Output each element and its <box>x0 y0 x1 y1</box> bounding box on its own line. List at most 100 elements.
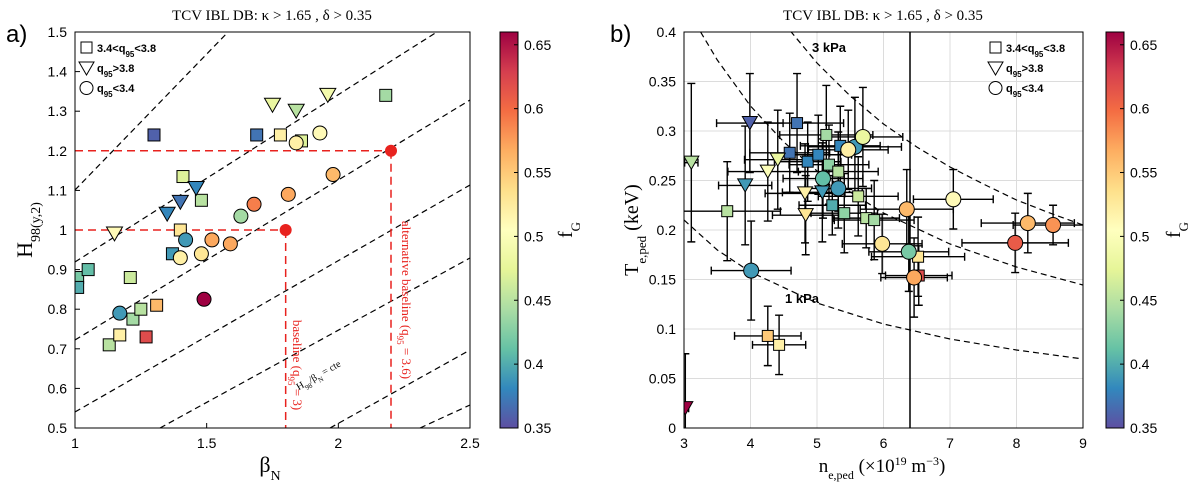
label-part: m <box>907 456 927 477</box>
data-point <box>172 250 188 266</box>
legend: 3.4<q95<3.8 q95>3.8 q95<3.4 <box>78 41 156 99</box>
data-point <box>868 214 881 227</box>
label-part: 95 <box>125 50 134 59</box>
data-point <box>134 302 148 316</box>
data-point <box>812 148 825 161</box>
label-part: <3.4 <box>113 83 136 95</box>
data-point <box>826 199 839 212</box>
y-tick-label: 0.15 <box>649 272 676 288</box>
data-point <box>287 103 306 120</box>
y-axis-label: Te,ped (keV) <box>621 184 649 276</box>
y-tick-label: 0.6 <box>48 380 68 396</box>
data-point <box>280 186 296 202</box>
data-point <box>814 170 831 187</box>
colorbar-tick-label: 0.55 <box>524 165 551 181</box>
y-tick-label: 1.3 <box>48 103 68 119</box>
y-tick-label: 1.2 <box>48 143 68 159</box>
colorbar-label: fG <box>555 222 583 238</box>
reference-point <box>279 224 292 236</box>
label-part: 95 <box>104 70 113 79</box>
x-tick-label: 6 <box>880 435 888 451</box>
data-point <box>900 243 917 260</box>
legend-label: 3.4<q95<3.8 <box>97 43 156 59</box>
data-point <box>194 193 208 207</box>
data-point <box>126 312 140 326</box>
data-point <box>874 235 891 252</box>
y-tick-label: 1 <box>59 222 67 238</box>
y-tick-label: 0.4 <box>657 24 677 40</box>
data-point <box>820 128 833 141</box>
colorbar-tick-label: 0.45 <box>1130 292 1157 308</box>
data-point <box>796 186 814 201</box>
data-point <box>187 180 205 197</box>
label-part: >3.8 <box>1022 63 1044 75</box>
y-tick-label: 0.8 <box>48 301 68 317</box>
label-part: e,ped <box>634 235 649 263</box>
label-part: <3.4 <box>1022 83 1045 95</box>
annotation: baseline (q95 = 3) <box>286 320 305 410</box>
colorbar-tick-label: 0.6 <box>524 101 544 117</box>
data-point <box>75 280 85 294</box>
data-point <box>741 116 759 131</box>
data-point <box>204 232 220 248</box>
data-point <box>791 117 804 130</box>
x-tick-label: 9 <box>1079 435 1087 451</box>
x-tick-label: 2.5 <box>460 435 480 451</box>
annotation-part: alternative baseline (q <box>399 221 414 336</box>
label-part: 95 <box>1034 50 1043 59</box>
legend-marker <box>989 41 1002 54</box>
data-point <box>171 194 190 211</box>
colorbar-label: fG <box>1163 222 1191 238</box>
colorbar-tick-label: 0.35 <box>524 420 551 436</box>
colorbar-tick-label: 0.4 <box>524 356 544 372</box>
annotation: 1 kPa <box>785 291 820 306</box>
colorbar-tick-label: 0.55 <box>1130 165 1157 181</box>
label-part: q <box>1006 83 1013 95</box>
plot-area <box>75 87 397 428</box>
annotation-part: N <box>317 375 325 384</box>
data-point <box>822 158 835 171</box>
data-point <box>250 128 264 142</box>
x-tick-label: 8 <box>1013 435 1021 451</box>
data-point <box>102 338 116 352</box>
x-tick-label: 1.5 <box>197 435 217 451</box>
label-part: q <box>97 63 104 75</box>
data-point <box>801 155 814 168</box>
legend-label: 3.4<q95<3.8 <box>1006 43 1065 59</box>
label-part: 19 <box>895 454 907 468</box>
x-tick-label: 4 <box>747 435 755 451</box>
data-point <box>288 135 304 151</box>
y-tick-label: 0.25 <box>649 173 676 189</box>
data-point <box>684 155 700 171</box>
data-point <box>721 205 734 218</box>
data-point <box>906 269 923 286</box>
label-part: 3.4<q <box>1006 43 1034 55</box>
guide-line <box>329 349 470 428</box>
y-tick-label: 0.1 <box>657 321 677 337</box>
panel-label: b) <box>610 21 631 48</box>
chart-title: TCV IBL DB: κ > 1.65 , δ > 0.35 <box>172 8 372 24</box>
data-point <box>222 236 238 252</box>
guide-line <box>75 99 470 341</box>
panel-label: a) <box>6 21 27 48</box>
data-point <box>761 329 774 342</box>
data-point <box>176 170 190 184</box>
guide-line <box>419 404 470 428</box>
colorbar-tick-label: 0.45 <box>524 292 551 308</box>
data-point <box>945 191 962 208</box>
y-tick-label: 0.2 <box>657 222 677 238</box>
data-point <box>325 167 341 183</box>
label-part: f <box>555 231 577 238</box>
colorbar-tick-label: 0.4 <box>1130 356 1150 372</box>
colorbar <box>499 31 519 429</box>
y-tick-label: 0.7 <box>48 341 68 357</box>
label-part: 98(y,2) <box>29 202 44 242</box>
label-part: >3.8 <box>113 63 135 75</box>
data-point <box>840 141 857 158</box>
legend-label: q95<3.4 <box>1006 83 1044 99</box>
data-point <box>830 180 847 197</box>
data-point <box>147 128 161 142</box>
label-part: e,ped <box>828 468 854 482</box>
annotation: 3 kPa <box>812 40 847 55</box>
x-tick-label: 7 <box>946 435 954 451</box>
